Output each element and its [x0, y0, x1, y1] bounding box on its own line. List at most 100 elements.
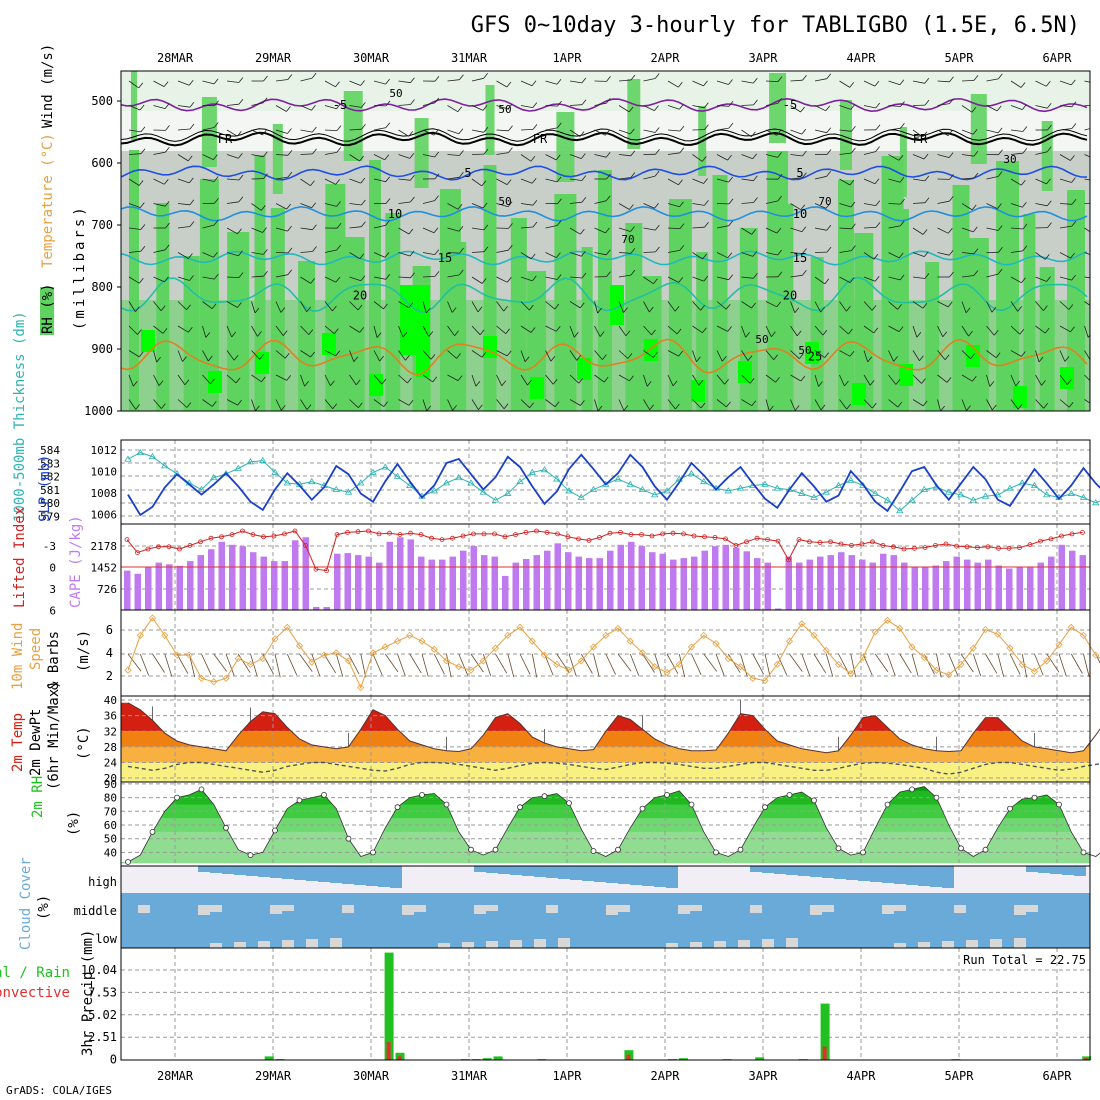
lifted-index-point: [597, 535, 602, 540]
wind-barb: [937, 374, 948, 383]
wind-barb-flag: [407, 377, 412, 384]
thickness-point: [344, 488, 353, 495]
wind-barb: [814, 203, 827, 209]
wind-speed-point: [1055, 641, 1063, 649]
wind-barb-flag: [557, 198, 562, 204]
rh-contour-label: 50: [498, 103, 511, 116]
wind-barb: [1059, 128, 1072, 131]
cloud-low-gap: [666, 943, 678, 948]
wind-barb-flag: [139, 202, 145, 208]
wind-barb: [349, 105, 362, 108]
cape-bar: [722, 544, 729, 610]
wind-speed-point: [418, 637, 426, 645]
cape-bar: [292, 540, 299, 610]
wind-barb: [226, 154, 239, 159]
lifted-tick-label: -3: [43, 540, 56, 553]
rh2m-point: [125, 859, 131, 865]
wind-barb: [961, 301, 967, 313]
wind-barb: [741, 276, 754, 279]
wind-label-1: 10m Wind: [10, 623, 26, 690]
wind-barb: [765, 252, 778, 256]
lifted-index-point: [1080, 530, 1085, 535]
rh-bands: [121, 786, 1090, 864]
thickness-point: [651, 491, 659, 498]
wind-barb: [1059, 350, 1066, 362]
cloud-low-gap: [738, 940, 750, 948]
wind-barb-flag: [777, 195, 783, 202]
pressure-tick-label: 700: [91, 218, 113, 232]
wind-barb: [373, 276, 386, 280]
wind-barb-flag: [655, 149, 660, 155]
wind-barb-flag: [189, 221, 195, 227]
wind-barb-flag: [696, 356, 701, 363]
wind-speed-point: [528, 637, 536, 645]
surface-wind-barb: [470, 653, 484, 673]
cloud-middle-gap: [678, 905, 690, 914]
wind-barb-flag: [604, 130, 610, 136]
wind-barb-flag: [605, 97, 611, 104]
cloud-high-bar: [594, 866, 606, 882]
wind-barb: [128, 276, 140, 284]
cloud-high-bar: [906, 866, 918, 885]
rh-contour-label: 70: [621, 233, 634, 246]
wind-barb-flag: [207, 355, 213, 362]
wind-barb-flag: [357, 304, 363, 311]
wind-barb-flag: [359, 155, 364, 162]
wind-barb: [888, 399, 899, 408]
lifted-index-point: [901, 546, 907, 552]
rh2m-point: [468, 846, 474, 853]
thickness-point: [969, 496, 977, 503]
cloud-high-bar: [822, 866, 834, 878]
wind-barb: [251, 102, 264, 106]
slp-tick-label: 1006: [91, 509, 118, 522]
wind-barb: [986, 350, 997, 359]
cloud-high-bar: [1038, 866, 1050, 873]
cape-bar: [932, 565, 939, 610]
cape-bar: [995, 565, 1002, 610]
wind-barb: [937, 301, 949, 308]
cloud-high-bar: [666, 866, 678, 888]
wind-barb-flag: [237, 399, 242, 406]
wind-barb-flag: [483, 127, 489, 133]
wind-barb: [422, 350, 432, 360]
cloud-high-bar: [918, 866, 930, 886]
wind-barb-flag: [777, 152, 782, 158]
wind-barb-flag: [1022, 245, 1028, 252]
contour-label: FR: [913, 132, 928, 146]
wind-barb-flag: [306, 404, 312, 410]
wind-barb-flag: [235, 377, 241, 384]
wind-barb: [1010, 399, 1019, 410]
wind-barb: [986, 273, 999, 278]
wind-barb-flag: [579, 302, 585, 309]
wind-barb: [961, 350, 971, 360]
wind-barb-flag: [483, 73, 489, 79]
lifted-index-point: [796, 537, 802, 542]
wind-barb-flag: [728, 101, 734, 107]
rh-dry-band-top: [121, 71, 1090, 111]
wind-barb: [447, 301, 453, 313]
surface-wind-barb: [764, 653, 771, 678]
wind-barb-flag: [630, 172, 636, 178]
rh-saturated-cell: [691, 380, 705, 402]
lifted-tick-label: 0: [49, 562, 56, 575]
thickness-point: [663, 487, 671, 494]
wind-speed-point: [871, 628, 879, 636]
wind-barb: [863, 350, 869, 363]
wind-barb-flag: [508, 125, 513, 132]
wind-speed-point: [798, 620, 806, 628]
cape-bar: [985, 559, 992, 610]
lifted-index-point: [1048, 536, 1054, 542]
cape-bar: [155, 562, 162, 610]
wind-barb: [643, 276, 654, 285]
wind-barb: [790, 105, 801, 113]
wind-barb-flag: [187, 326, 193, 333]
surface-wind-barb: [250, 653, 258, 677]
wind-barb: [643, 325, 652, 336]
wind-barb-flag: [457, 106, 463, 112]
wind-barb: [226, 129, 238, 137]
wind-barb-flag: [745, 332, 750, 338]
wind-barb-flag: [796, 330, 802, 337]
surface-wind-barb: [923, 653, 935, 675]
rh-contour-label: 30: [1003, 153, 1016, 166]
wind-barb-flag: [948, 249, 954, 256]
